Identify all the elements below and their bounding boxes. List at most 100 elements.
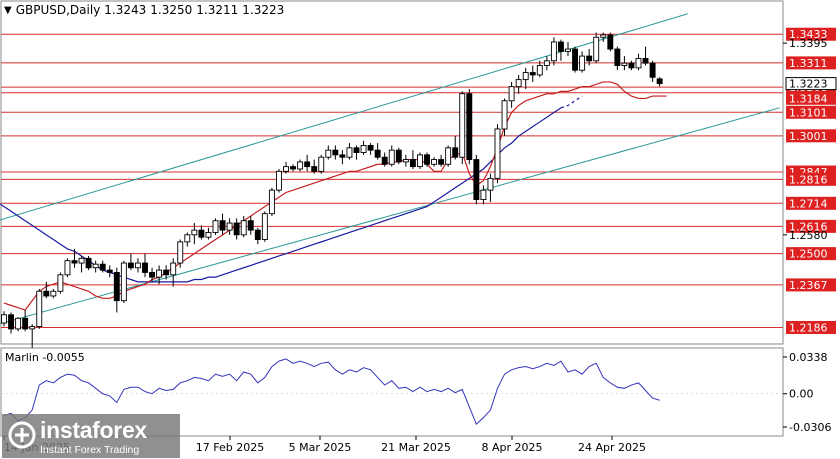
high-price: 1.3250 bbox=[150, 3, 193, 17]
candle-body bbox=[71, 260, 78, 264]
low-price: 1.3211 bbox=[196, 3, 239, 17]
time-tick-label: 17 Feb 2025 bbox=[196, 441, 264, 454]
price-level-tag bbox=[786, 172, 836, 186]
price-axis: 1.34331.33111.32081.31841.31011.30011.28… bbox=[783, 27, 837, 334]
time-tick-label: 5 Mar 2025 bbox=[289, 441, 352, 454]
price-level-tag bbox=[786, 56, 836, 70]
candle-body bbox=[656, 78, 663, 85]
candle-body bbox=[515, 79, 522, 88]
price-level-tag bbox=[786, 105, 836, 119]
candle-body bbox=[276, 170, 282, 191]
current-price-label: 1.3223 bbox=[789, 78, 828, 91]
candle-body bbox=[494, 128, 501, 179]
candle-body bbox=[395, 149, 402, 163]
indicator-tick-label: -0.0306 bbox=[789, 421, 831, 434]
candle-body bbox=[318, 156, 325, 172]
candle-body bbox=[57, 274, 64, 292]
candle-body bbox=[240, 220, 247, 236]
candle-body bbox=[261, 213, 268, 240]
candle-body bbox=[452, 147, 459, 158]
candle-body bbox=[473, 159, 480, 200]
candle-body bbox=[642, 57, 649, 64]
candle-body bbox=[579, 55, 586, 71]
indicator-label: Marlin -0.0055 bbox=[5, 351, 85, 364]
time-tick-label: 8 Apr 2025 bbox=[481, 441, 542, 454]
candle-body bbox=[127, 262, 134, 269]
candle-body bbox=[50, 290, 57, 297]
channel-upper-line bbox=[0, 13, 688, 221]
candle-body bbox=[247, 220, 254, 231]
candle-body bbox=[339, 154, 346, 158]
price-level-label: 1.3001 bbox=[789, 130, 828, 143]
price-level-label: 1.2616 bbox=[789, 220, 828, 233]
candle-body bbox=[170, 262, 177, 276]
candle-body bbox=[297, 161, 304, 170]
candle-body bbox=[8, 314, 15, 330]
candle-body bbox=[99, 263, 106, 271]
candle-body bbox=[22, 317, 29, 330]
price-level-label: 1.3184 bbox=[789, 92, 828, 105]
price-level-tag bbox=[786, 219, 836, 233]
candle-body bbox=[586, 55, 593, 62]
candle-body bbox=[184, 234, 191, 243]
candle-body bbox=[283, 166, 289, 172]
fast-ma-line bbox=[3, 81, 667, 311]
candle-body bbox=[92, 263, 99, 269]
candles bbox=[1, 32, 663, 348]
candle-body bbox=[360, 145, 367, 153]
watermark-logo: instaforex Instant Forex Trading bbox=[2, 414, 180, 458]
candle-body bbox=[304, 161, 311, 168]
current-price-tag bbox=[785, 77, 837, 91]
price-level-tag bbox=[786, 196, 836, 210]
candle-body bbox=[438, 159, 445, 165]
marlin-line bbox=[3, 358, 660, 426]
price-level-tag bbox=[786, 320, 836, 334]
candle-body bbox=[487, 177, 494, 191]
candle-body bbox=[445, 147, 452, 165]
candle-body bbox=[593, 36, 600, 62]
candle-body bbox=[156, 269, 163, 278]
candle-body bbox=[402, 159, 409, 163]
candle-body bbox=[431, 159, 437, 165]
price-level-label: 1.3433 bbox=[789, 28, 828, 41]
candle-body bbox=[628, 62, 635, 69]
candle-body bbox=[614, 48, 621, 66]
candle-body bbox=[78, 257, 85, 264]
candle-body bbox=[501, 100, 508, 130]
candle-body bbox=[600, 34, 607, 38]
candle-body bbox=[177, 241, 184, 264]
instaforex-logo-icon bbox=[8, 421, 36, 449]
candle-body bbox=[607, 34, 614, 50]
candle-body bbox=[409, 159, 416, 168]
price-tick-label: 1.2580 bbox=[789, 229, 828, 242]
time-tick-label: 21 Mar 2025 bbox=[381, 441, 451, 454]
candle-body bbox=[367, 145, 374, 151]
candle-body bbox=[381, 156, 388, 165]
candle-body bbox=[233, 222, 240, 236]
candle-body bbox=[522, 72, 529, 81]
candle-body bbox=[198, 229, 205, 238]
candle-body bbox=[417, 154, 423, 168]
candle-body bbox=[424, 154, 430, 165]
symbol-timeframe: GBPUSD,Daily bbox=[15, 3, 101, 17]
candle-body bbox=[15, 317, 22, 330]
candle-body bbox=[635, 57, 642, 69]
candle-body bbox=[374, 149, 381, 158]
candle-body bbox=[134, 262, 141, 269]
candle-body bbox=[558, 41, 564, 52]
open-price: 1.3243 bbox=[104, 3, 147, 17]
indicator-tick-label: 0.00 bbox=[789, 388, 814, 401]
price-level-label: 1.2186 bbox=[789, 321, 828, 334]
candle-body bbox=[163, 269, 170, 276]
candle-body bbox=[290, 166, 296, 170]
candle-body bbox=[226, 222, 233, 231]
price-level-label: 1.3311 bbox=[789, 57, 828, 70]
candle-body bbox=[466, 93, 473, 161]
candle-body bbox=[325, 149, 332, 158]
candle-body bbox=[311, 166, 318, 172]
candle-body bbox=[353, 147, 360, 153]
candle-body bbox=[106, 269, 113, 273]
candle-body bbox=[543, 60, 550, 66]
